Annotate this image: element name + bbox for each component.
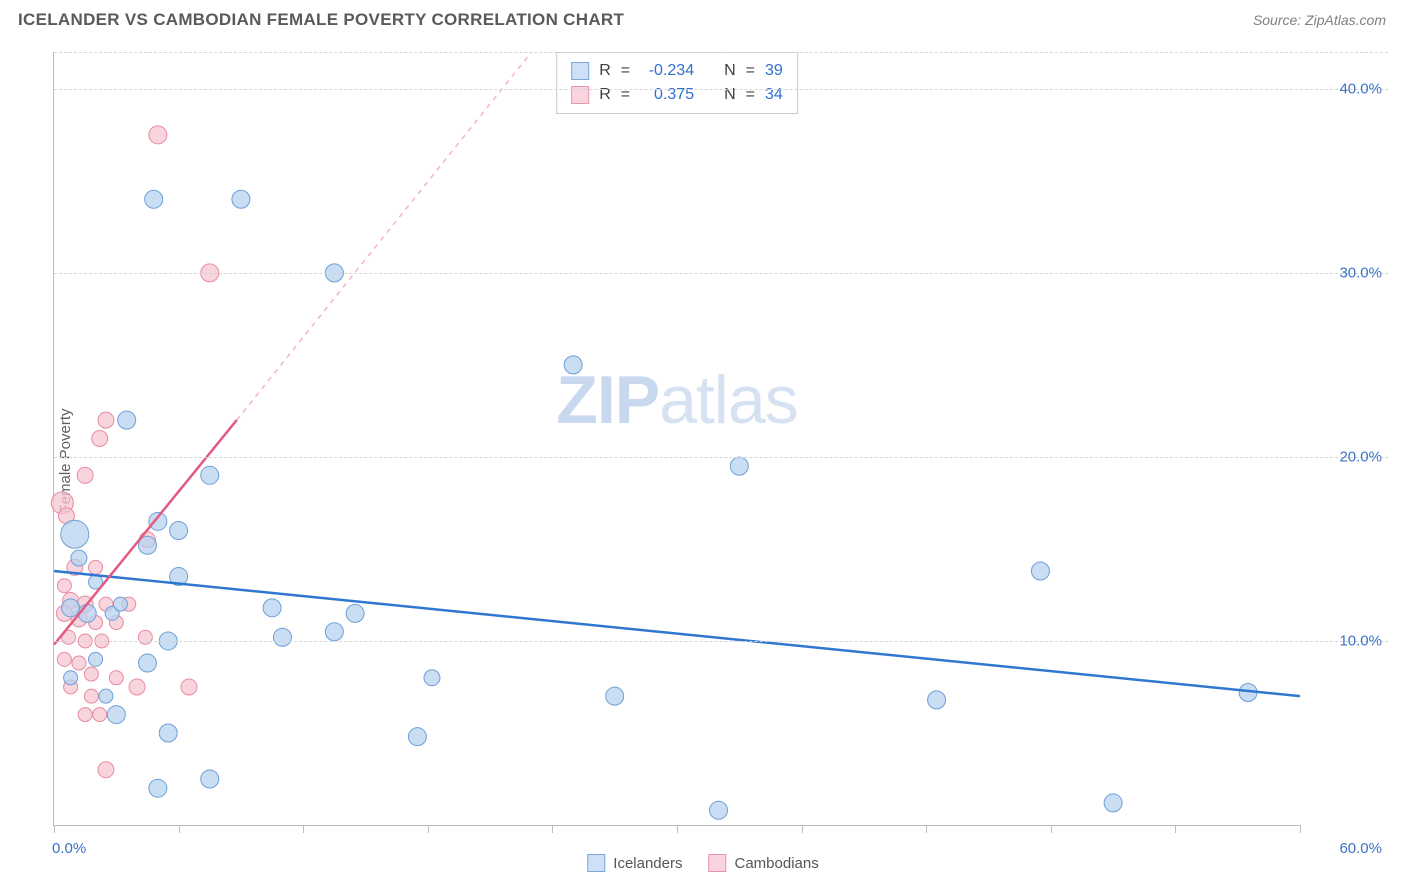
scatter-point bbox=[62, 599, 80, 617]
scatter-point bbox=[92, 431, 108, 447]
trend-line bbox=[54, 571, 1300, 696]
y-tick-label: 10.0% bbox=[1339, 632, 1382, 649]
scatter-point bbox=[107, 706, 125, 724]
scatter-point bbox=[138, 654, 156, 672]
scatter-point bbox=[84, 689, 98, 703]
x-axis-legend: Icelanders Cambodians bbox=[587, 854, 818, 872]
scatter-point bbox=[113, 597, 127, 611]
r-value-1: -0.234 bbox=[640, 59, 694, 83]
scatter-point bbox=[89, 560, 103, 574]
scatter-point bbox=[72, 656, 86, 670]
scatter-point bbox=[109, 671, 123, 685]
scatter-point bbox=[170, 522, 188, 540]
y-tick-label: 20.0% bbox=[1339, 448, 1382, 465]
scatter-point bbox=[138, 630, 152, 644]
legend-item-icelanders: Icelanders bbox=[587, 854, 682, 872]
scatter-point bbox=[99, 689, 113, 703]
scatter-point bbox=[71, 550, 87, 566]
scatter-point bbox=[263, 599, 281, 617]
chart-title: ICELANDER VS CAMBODIAN FEMALE POVERTY CO… bbox=[18, 10, 624, 30]
scatter-point bbox=[201, 466, 219, 484]
x-tick-label: 0.0% bbox=[52, 840, 86, 857]
stats-row-1: R = -0.234 N = 39 bbox=[571, 59, 783, 83]
scatter-point bbox=[273, 628, 291, 646]
scatter-point bbox=[408, 728, 426, 746]
scatter-point bbox=[201, 770, 219, 788]
plot-svg bbox=[54, 52, 1300, 825]
scatter-point bbox=[84, 667, 98, 681]
scatter-point bbox=[78, 708, 92, 722]
chart-area: Female Poverty ZIPatlas R = -0.234 N = 3… bbox=[18, 44, 1388, 878]
legend-swatch-cambodians bbox=[709, 854, 727, 872]
scatter-point bbox=[159, 724, 177, 742]
legend-label-icelanders: Icelanders bbox=[613, 855, 682, 872]
n-value-2: 34 bbox=[765, 83, 783, 107]
scatter-point bbox=[145, 190, 163, 208]
stats-legend: R = -0.234 N = 39 R = 0.375 N = 34 bbox=[556, 52, 798, 114]
scatter-point bbox=[346, 604, 364, 622]
legend-label-cambodians: Cambodians bbox=[735, 855, 819, 872]
scatter-point bbox=[149, 126, 167, 144]
legend-item-cambodians: Cambodians bbox=[709, 854, 819, 872]
legend-swatch-icelanders bbox=[587, 854, 605, 872]
y-tick-label: 40.0% bbox=[1339, 80, 1382, 97]
scatter-point bbox=[1104, 794, 1122, 812]
swatch-icelanders bbox=[571, 62, 589, 80]
scatter-point bbox=[129, 679, 145, 695]
scatter-point bbox=[98, 762, 114, 778]
r-value-2: 0.375 bbox=[640, 83, 694, 107]
scatter-point bbox=[232, 190, 250, 208]
y-tick-label: 30.0% bbox=[1339, 264, 1382, 281]
scatter-point bbox=[64, 671, 78, 685]
plot-region: ZIPatlas R = -0.234 N = 39 R = 0.375 N bbox=[53, 52, 1300, 826]
scatter-point bbox=[181, 679, 197, 695]
x-tick-label: 60.0% bbox=[1339, 840, 1382, 857]
scatter-point bbox=[93, 708, 107, 722]
stats-row-2: R = 0.375 N = 34 bbox=[571, 83, 783, 107]
scatter-point bbox=[564, 356, 582, 374]
scatter-point bbox=[424, 670, 440, 686]
scatter-point bbox=[710, 801, 728, 819]
scatter-point bbox=[928, 691, 946, 709]
scatter-point bbox=[325, 623, 343, 641]
scatter-point bbox=[57, 579, 71, 593]
scatter-point bbox=[89, 652, 103, 666]
scatter-point bbox=[61, 520, 89, 548]
chart-header: ICELANDER VS CAMBODIAN FEMALE POVERTY CO… bbox=[0, 0, 1406, 36]
scatter-point bbox=[149, 779, 167, 797]
scatter-point bbox=[118, 411, 136, 429]
source-label: Source: ZipAtlas.com bbox=[1253, 12, 1386, 28]
scatter-point bbox=[1031, 562, 1049, 580]
scatter-point bbox=[77, 467, 93, 483]
scatter-point bbox=[149, 512, 167, 530]
scatter-point bbox=[606, 687, 624, 705]
n-value-1: 39 bbox=[765, 59, 783, 83]
scatter-point bbox=[730, 457, 748, 475]
scatter-point bbox=[57, 652, 71, 666]
scatter-point bbox=[98, 412, 114, 428]
